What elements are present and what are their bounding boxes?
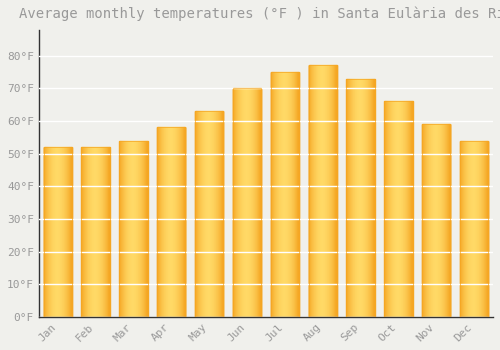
Bar bbox=[308, 65, 337, 317]
Bar bbox=[233, 88, 261, 317]
Title: Average monthly temperatures (°F ) in Santa Eulària des Riu: Average monthly temperatures (°F ) in Sa… bbox=[19, 7, 500, 21]
Bar bbox=[270, 72, 299, 317]
Bar bbox=[82, 147, 110, 317]
Bar bbox=[195, 111, 224, 317]
Bar bbox=[384, 102, 412, 317]
Bar bbox=[422, 124, 450, 317]
Bar bbox=[157, 127, 186, 317]
Bar bbox=[119, 141, 148, 317]
Bar bbox=[460, 141, 488, 317]
Bar bbox=[346, 78, 375, 317]
Bar bbox=[44, 147, 72, 317]
